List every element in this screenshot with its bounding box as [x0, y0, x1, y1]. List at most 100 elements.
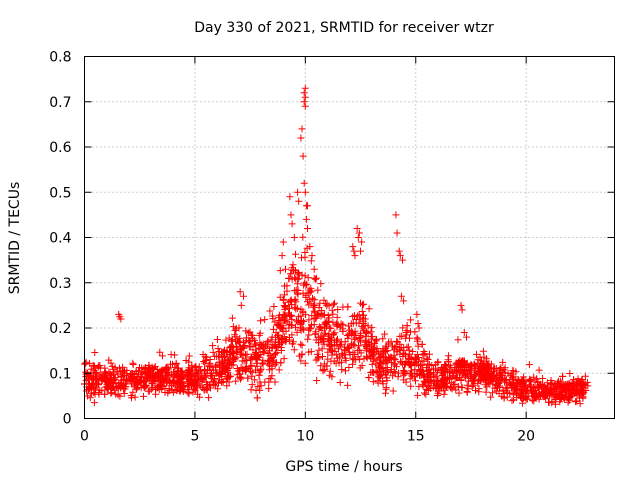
- data-point: [196, 393, 204, 401]
- x-tick-label: 0: [80, 429, 89, 445]
- data-point: [177, 377, 184, 385]
- data-point: [357, 247, 364, 255]
- data-point: [450, 380, 458, 388]
- data-point: [319, 366, 327, 374]
- data-point: [336, 353, 344, 361]
- data-point: [539, 375, 547, 382]
- data-point: [350, 332, 358, 339]
- data-point: [218, 378, 226, 386]
- data-point: [392, 211, 400, 219]
- data-point: [368, 324, 376, 332]
- data-point: [503, 389, 511, 397]
- data-point: [331, 299, 338, 307]
- data-point: [469, 381, 477, 389]
- data-point: [383, 374, 391, 382]
- data-point: [399, 256, 406, 264]
- data-point: [318, 345, 326, 353]
- data-point: [174, 376, 182, 384]
- data-point: [107, 359, 115, 367]
- data-point: [199, 351, 207, 358]
- data-point: [388, 353, 396, 361]
- data-point: [368, 332, 376, 340]
- data-point: [196, 382, 204, 390]
- data-point: [304, 274, 312, 282]
- data-point: [329, 330, 337, 338]
- data-point: [584, 382, 592, 390]
- data-point: [209, 342, 217, 350]
- data-point: [343, 332, 351, 339]
- data-point: [355, 229, 363, 237]
- data-point: [407, 369, 415, 377]
- data-point: [116, 392, 124, 400]
- data-point: [335, 345, 342, 353]
- data-point: [248, 381, 256, 389]
- data-point: [420, 389, 428, 397]
- data-point: [154, 369, 162, 377]
- data-point: [90, 362, 98, 370]
- data-point: [407, 328, 414, 336]
- data-point: [298, 254, 305, 262]
- data-point: [93, 380, 101, 388]
- data-point: [103, 372, 111, 380]
- data-point: [86, 359, 94, 367]
- data-point: [278, 335, 286, 343]
- data-point: [353, 225, 361, 232]
- data-point: [458, 369, 466, 377]
- data-point: [417, 362, 424, 370]
- data-point: [304, 202, 311, 210]
- data-point: [342, 356, 350, 364]
- data-point: [501, 378, 508, 386]
- data-point: [369, 378, 377, 386]
- data-point: [328, 351, 336, 359]
- y-tick-label: 0.1: [49, 366, 71, 382]
- data-point: [337, 320, 345, 328]
- data-point: [244, 374, 252, 382]
- data-point: [422, 390, 430, 398]
- data-point: [256, 339, 264, 347]
- data-point: [257, 351, 265, 358]
- data-point: [315, 323, 323, 331]
- data-point: [243, 334, 250, 342]
- data-point: [453, 359, 461, 367]
- data-point: [477, 369, 485, 377]
- data-point: [340, 343, 348, 351]
- data-point: [287, 270, 295, 278]
- data-point: [265, 385, 273, 393]
- data-point: [247, 386, 255, 394]
- data-point: [188, 365, 196, 373]
- data-point: [202, 385, 210, 393]
- data-point: [509, 372, 517, 380]
- data-point: [400, 297, 408, 305]
- x-tick-label: 15: [407, 429, 425, 445]
- data-point: [299, 152, 307, 160]
- data-point: [455, 389, 463, 397]
- data-point: [140, 384, 148, 392]
- data-point: [249, 346, 257, 354]
- data-point: [270, 351, 278, 359]
- data-point: [540, 393, 548, 400]
- data-point: [304, 225, 311, 232]
- data-point: [128, 373, 135, 380]
- data-point: [312, 274, 320, 282]
- data-point: [163, 379, 170, 387]
- data-point: [360, 311, 367, 319]
- data-point: [165, 368, 173, 376]
- data-point: [252, 341, 260, 349]
- data-point: [478, 357, 485, 365]
- data-point: [292, 305, 300, 313]
- data-point: [547, 380, 555, 388]
- data-point: [383, 356, 391, 364]
- data-point: [379, 335, 387, 343]
- data-point: [301, 84, 309, 92]
- data-point: [428, 362, 436, 369]
- data-point: [114, 385, 122, 393]
- data-point: [402, 358, 410, 366]
- data-point: [171, 386, 179, 394]
- data-point: [231, 326, 239, 334]
- data-point: [128, 394, 135, 402]
- data-point: [436, 383, 444, 391]
- data-point: [531, 387, 539, 394]
- data-point: [288, 220, 296, 228]
- data-point: [96, 364, 104, 372]
- data-point: [158, 352, 166, 360]
